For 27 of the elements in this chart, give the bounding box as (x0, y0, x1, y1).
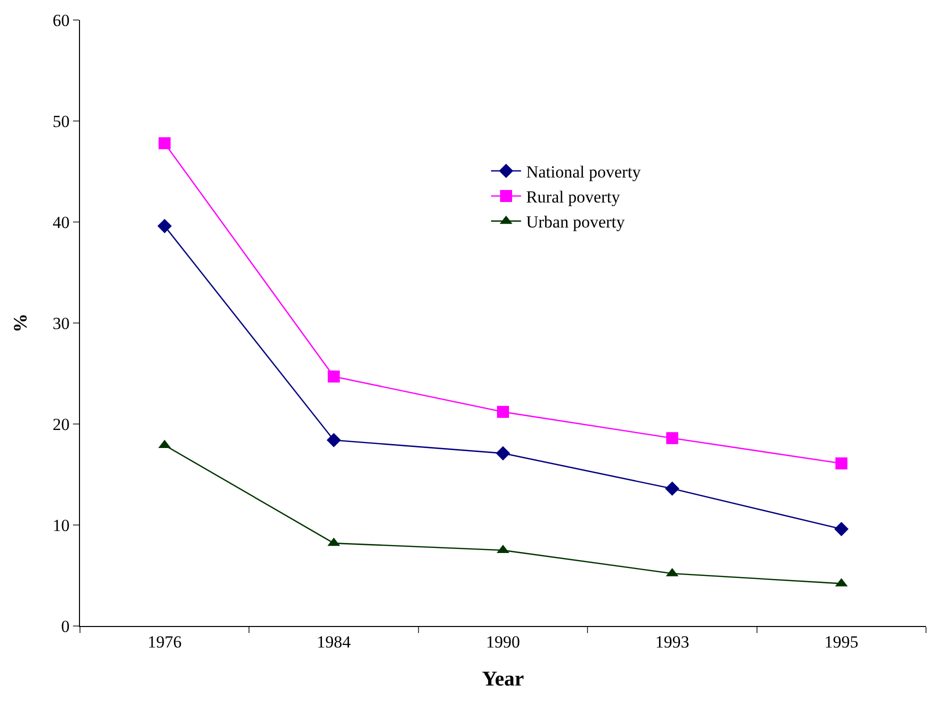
x-tick-label: 1990 (486, 632, 520, 652)
point (496, 446, 510, 460)
point (328, 370, 340, 383)
legend-label: Rural poverty (526, 188, 621, 207)
point (665, 481, 680, 496)
y-tick-label: 40 (52, 212, 70, 232)
x-tick-label: 1984 (316, 632, 352, 652)
point (834, 522, 849, 536)
x-axis-title: Year (482, 666, 524, 691)
point (157, 218, 172, 234)
y-tick-label: 50 (52, 112, 70, 131)
point (835, 457, 848, 470)
y-tick-label: 20 (52, 414, 70, 434)
point (326, 433, 341, 448)
x-tick-label: 1976 (148, 632, 182, 652)
legend-label: National poverty (526, 162, 642, 182)
x-tick-label: 1995 (824, 632, 858, 652)
x-tick-label: 1993 (655, 632, 690, 652)
y-tick-label: 60 (52, 10, 70, 30)
y-axis-title: % (10, 314, 32, 332)
point (158, 137, 171, 150)
point (497, 406, 509, 418)
point (666, 432, 678, 444)
y-tick-label: 0 (61, 616, 70, 636)
y-tick-label: 10 (52, 516, 70, 535)
legend-label: Urban poverty (526, 212, 626, 232)
y-tick-label: 30 (52, 314, 70, 333)
